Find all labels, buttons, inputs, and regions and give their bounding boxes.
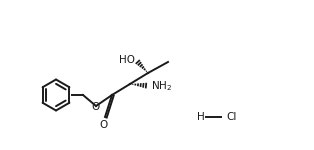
Text: O: O bbox=[91, 102, 100, 111]
Text: NH$_2$: NH$_2$ bbox=[151, 79, 172, 93]
Text: O: O bbox=[99, 120, 107, 130]
Text: HO: HO bbox=[119, 55, 135, 65]
Text: H: H bbox=[197, 112, 205, 122]
Text: Cl: Cl bbox=[226, 112, 236, 122]
